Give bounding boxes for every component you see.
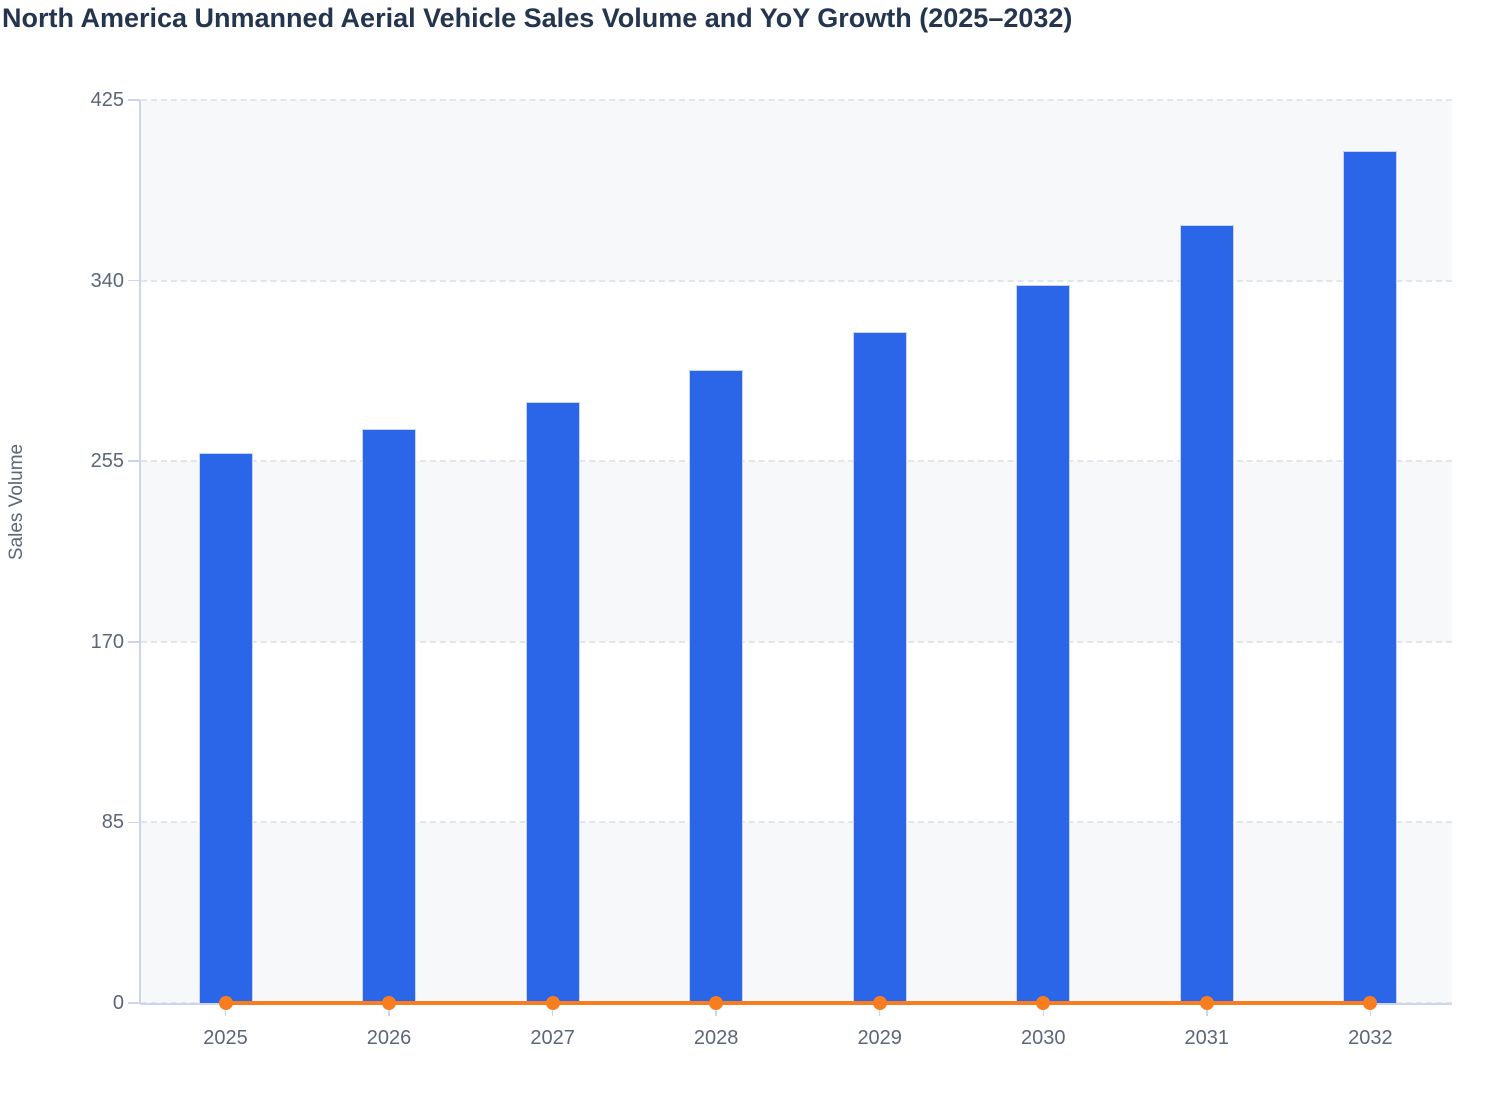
bar-2029[interactable] — [852, 331, 907, 1003]
bar-2025[interactable] — [198, 452, 253, 1003]
x-axis-tick-label: 2026 — [366, 1027, 412, 1049]
y-axis-tick-label: 85 — [101, 811, 124, 834]
yoy-marker-2028[interactable] — [709, 996, 724, 1010]
x-axis-tick — [1206, 1004, 1208, 1016]
bar-2030[interactable] — [1016, 284, 1071, 1003]
bar-2026[interactable] — [362, 429, 417, 1003]
x-axis-tick — [388, 1004, 390, 1016]
bar-2032[interactable] — [1343, 150, 1398, 1003]
y-axis-tick — [128, 641, 140, 643]
y-axis-tick — [128, 99, 140, 101]
yoy-marker-2032[interactable] — [1363, 996, 1378, 1010]
y-axis-tick — [128, 460, 140, 462]
x-axis-tick-label: 2031 — [1184, 1027, 1230, 1049]
y-axis-tick — [128, 821, 140, 824]
plot-band — [141, 822, 1452, 1003]
y-axis-tick — [128, 279, 140, 282]
yoy-marker-2027[interactable] — [545, 996, 560, 1010]
bar-2027[interactable] — [525, 401, 580, 1003]
yoy-marker-2030[interactable] — [1036, 996, 1051, 1010]
y-axis-line — [139, 100, 141, 1003]
x-axis-tick-label: 2032 — [1348, 1027, 1393, 1049]
y-axis-tick-label: 425 — [90, 89, 124, 111]
x-axis-tick-label: 2025 — [203, 1027, 248, 1049]
x-axis-tick-label: 2028 — [693, 1027, 739, 1049]
x-axis-tick — [878, 1004, 881, 1016]
gridline — [141, 99, 1452, 101]
x-axis-tick-label: 2029 — [857, 1027, 902, 1049]
y-axis-tick-label: 0 — [112, 992, 124, 1014]
x-axis-tick-label: 2027 — [530, 1027, 575, 1049]
yoy-line[interactable] — [225, 1001, 1371, 1005]
x-axis-tick — [551, 1004, 554, 1016]
x-axis-tick — [1042, 1004, 1044, 1016]
yoy-marker-2025[interactable] — [218, 996, 233, 1010]
yoy-marker-2029[interactable] — [872, 996, 887, 1010]
y-axis-tick-label: 170 — [90, 630, 124, 653]
yoy-marker-2026[interactable] — [382, 996, 397, 1010]
bar-2028[interactable] — [689, 369, 744, 1003]
yoy-marker-2031[interactable] — [1199, 996, 1214, 1010]
y-axis-tick-label: 340 — [90, 269, 124, 292]
x-axis-tick — [1369, 1004, 1372, 1016]
chart-title: North America Unmanned Aerial Vehicle Sa… — [2, 3, 1073, 33]
plot-band — [141, 100, 1452, 281]
gridline — [141, 460, 1452, 463]
gridline — [141, 821, 1452, 824]
x-axis-tick — [715, 1004, 717, 1016]
y-axis-tick — [128, 1002, 140, 1004]
bar-2031[interactable] — [1179, 225, 1234, 1003]
plot-band — [141, 461, 1452, 642]
gridline — [141, 279, 1452, 282]
y-axis-tick-label: 255 — [90, 450, 124, 473]
x-axis-tick-label: 2030 — [1021, 1027, 1066, 1049]
x-axis-tick — [224, 1004, 227, 1016]
gridline — [141, 640, 1452, 643]
